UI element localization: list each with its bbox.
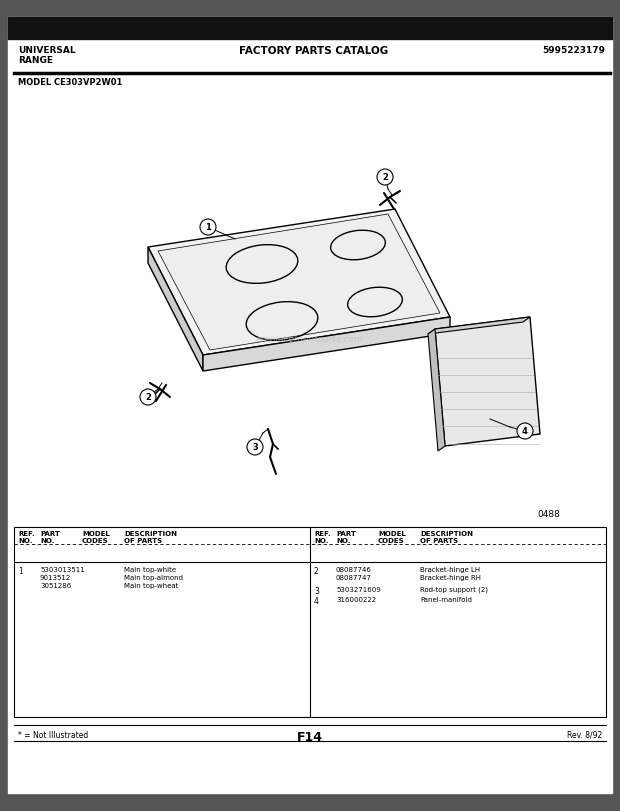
Polygon shape bbox=[435, 318, 540, 446]
Text: F14: F14 bbox=[297, 730, 323, 743]
Text: Main top-white
Main top-almond
Main top-wheat: Main top-white Main top-almond Main top-… bbox=[124, 566, 183, 588]
Circle shape bbox=[377, 169, 393, 186]
Text: * = Not Illustrated: * = Not Illustrated bbox=[18, 730, 88, 739]
Text: 3: 3 bbox=[314, 586, 319, 595]
Text: 5303013511
9013512
3051286: 5303013511 9013512 3051286 bbox=[40, 566, 85, 588]
Text: 5995223179: 5995223179 bbox=[542, 46, 605, 55]
Text: REF.
NO.: REF. NO. bbox=[314, 530, 330, 543]
Polygon shape bbox=[148, 210, 450, 355]
Text: 3: 3 bbox=[252, 443, 258, 452]
Circle shape bbox=[140, 389, 156, 406]
Text: 2: 2 bbox=[382, 174, 388, 182]
Text: Rev. 8/92: Rev. 8/92 bbox=[567, 730, 602, 739]
Text: 4: 4 bbox=[314, 596, 319, 605]
Polygon shape bbox=[203, 318, 450, 371]
Text: PART
NO.: PART NO. bbox=[40, 530, 60, 543]
Circle shape bbox=[517, 423, 533, 440]
Text: MODEL CE303VP2W01: MODEL CE303VP2W01 bbox=[18, 78, 122, 87]
Text: 1: 1 bbox=[205, 223, 211, 232]
Text: PART
NO.: PART NO. bbox=[336, 530, 356, 543]
Text: 2: 2 bbox=[145, 393, 151, 402]
Text: 1: 1 bbox=[18, 566, 23, 575]
Circle shape bbox=[200, 220, 216, 236]
Text: 0488: 0488 bbox=[537, 509, 560, 518]
Text: 2: 2 bbox=[314, 566, 319, 575]
Text: DESCRIPTION
OF PARTS: DESCRIPTION OF PARTS bbox=[420, 530, 473, 543]
Bar bbox=[14, 527, 606, 717]
Text: FACTORY PARTS CATALOG: FACTORY PARTS CATALOG bbox=[239, 46, 389, 56]
Text: ereplacementparts.com: ereplacementparts.com bbox=[256, 335, 364, 344]
Polygon shape bbox=[428, 318, 530, 335]
Text: 08087746
08087747: 08087746 08087747 bbox=[336, 566, 372, 581]
Polygon shape bbox=[158, 215, 440, 350]
Text: RANGE: RANGE bbox=[18, 56, 53, 65]
Text: Panel-manifold: Panel-manifold bbox=[420, 596, 472, 603]
Text: 5303271609: 5303271609 bbox=[336, 586, 381, 592]
Text: DESCRIPTION
OF PARTS: DESCRIPTION OF PARTS bbox=[124, 530, 177, 543]
Text: Rod-top support (2): Rod-top support (2) bbox=[420, 586, 488, 593]
Text: MODEL
CODES: MODEL CODES bbox=[82, 530, 110, 543]
Circle shape bbox=[247, 440, 263, 456]
Bar bbox=[8, 18, 612, 40]
Text: MODEL
CODES: MODEL CODES bbox=[378, 530, 405, 543]
Text: REF.
NO.: REF. NO. bbox=[18, 530, 35, 543]
Polygon shape bbox=[148, 247, 203, 371]
Text: 4: 4 bbox=[522, 427, 528, 436]
Polygon shape bbox=[428, 329, 445, 452]
Text: 316000222: 316000222 bbox=[336, 596, 376, 603]
Text: UNIVERSAL: UNIVERSAL bbox=[18, 46, 76, 55]
Text: Bracket-hinge LH
Bracket-hinge RH: Bracket-hinge LH Bracket-hinge RH bbox=[420, 566, 481, 581]
